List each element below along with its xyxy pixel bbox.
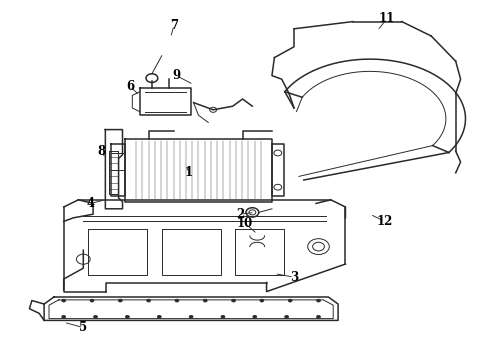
Circle shape [288, 299, 292, 302]
Text: 12: 12 [376, 215, 393, 228]
Circle shape [62, 299, 66, 302]
Text: 1: 1 [185, 166, 193, 179]
Text: 10: 10 [237, 217, 253, 230]
Circle shape [175, 299, 179, 302]
Text: 6: 6 [126, 80, 134, 93]
Circle shape [125, 315, 129, 318]
Circle shape [157, 315, 161, 318]
Text: 2: 2 [236, 208, 244, 221]
Circle shape [203, 299, 207, 302]
Circle shape [285, 315, 289, 318]
Circle shape [94, 315, 98, 318]
Text: 7: 7 [170, 19, 178, 32]
Text: 8: 8 [98, 145, 106, 158]
Circle shape [90, 299, 94, 302]
Text: 4: 4 [87, 197, 95, 210]
Circle shape [62, 315, 66, 318]
Circle shape [221, 315, 225, 318]
Circle shape [317, 315, 320, 318]
Text: 9: 9 [172, 69, 180, 82]
Text: 11: 11 [379, 12, 395, 25]
Circle shape [260, 299, 264, 302]
Circle shape [119, 299, 122, 302]
Text: 3: 3 [290, 271, 298, 284]
Circle shape [253, 315, 257, 318]
Circle shape [189, 315, 193, 318]
Circle shape [232, 299, 236, 302]
Circle shape [147, 299, 150, 302]
Circle shape [317, 299, 320, 302]
Text: 5: 5 [79, 321, 87, 334]
